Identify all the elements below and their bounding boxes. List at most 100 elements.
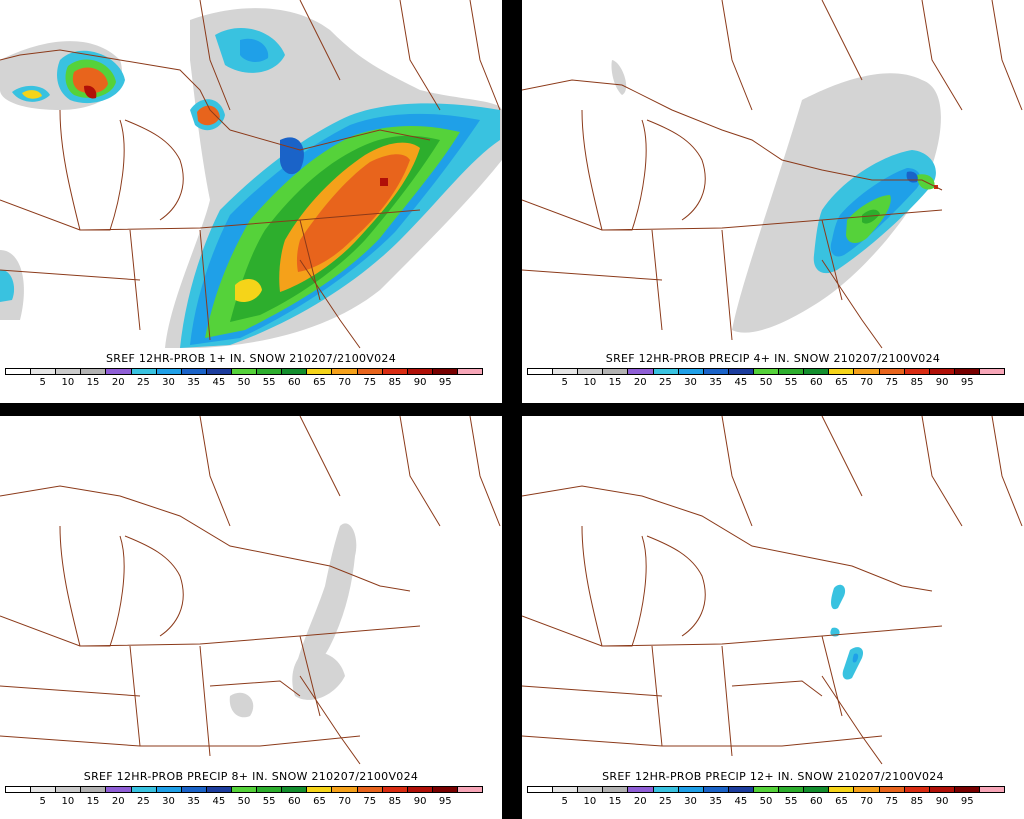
map-panel-2: SREF 12HR-PROB PRECIP 4+ IN. SNOW 210207… <box>522 0 1024 403</box>
colorbar-segment <box>779 786 805 793</box>
panel-title-2: SREF 12HR-PROB PRECIP 4+ IN. SNOW 210207… <box>605 352 941 365</box>
colorbar-segment <box>603 368 629 375</box>
colorbar-segment <box>904 786 930 793</box>
colorbar-segment <box>382 368 408 375</box>
colorbar-label: 15 <box>608 796 622 807</box>
colorbar-label: 55 <box>784 796 798 807</box>
colorbar-label: 95 <box>438 796 452 807</box>
colorbar-segment <box>106 368 132 375</box>
colorbar-label: 65 <box>313 377 326 388</box>
colorbar-label: 65 <box>835 377 848 388</box>
colorbar-segment <box>829 368 855 375</box>
colorbar-segment <box>231 368 258 375</box>
colorbar-label: 60 <box>809 796 823 807</box>
colorbar-segment <box>56 368 82 375</box>
colorbar-labels-1: 5 10 15 20 25 30 35 45 50 55 60 65 70 75 85 90 95 <box>5 377 483 389</box>
colorbar-segment <box>307 368 333 375</box>
colorbar-label: 70 <box>860 377 873 388</box>
colorbar-segment <box>829 786 855 793</box>
colorbar-label: 45 <box>212 377 226 388</box>
colorbar-segment <box>653 786 679 793</box>
colorbar-label: 90 <box>413 377 427 388</box>
colorbar-label: 50 <box>759 377 773 388</box>
colorbar-label: 55 <box>262 377 276 388</box>
colorbar-segment <box>678 368 704 375</box>
colorbar-label: 60 <box>287 377 301 388</box>
colorbar-3 <box>5 786 484 793</box>
colorbar-segment <box>904 368 930 375</box>
colorbar-label: 90 <box>935 796 949 807</box>
colorbar-segment <box>603 786 629 793</box>
colorbar-label: 30 <box>684 796 697 807</box>
colorbar-label: 90 <box>935 377 949 388</box>
colorbar-segment <box>553 786 579 793</box>
panel-title-1: SREF 12HR-PROB 1+ IN. SNOW 210207/2100V0… <box>105 352 397 365</box>
colorbar-label: 75 <box>363 796 377 807</box>
colorbar-label: 85 <box>388 377 402 388</box>
colorbar-label: 35 <box>187 796 201 807</box>
colorbar-1 <box>5 368 484 375</box>
colorbar-segment <box>156 368 182 375</box>
colorbar-segment <box>854 786 880 793</box>
colorbar-label: 20 <box>633 796 647 807</box>
colorbar-label: 30 <box>684 377 697 388</box>
colorbar-label: 15 <box>86 796 100 807</box>
colorbar-label: 10 <box>583 796 597 807</box>
colorbar-segment <box>282 368 308 375</box>
colorbar-label: 10 <box>61 796 75 807</box>
colorbar-label: 75 <box>885 796 899 807</box>
colorbar-segment <box>181 786 207 793</box>
colorbar-label: 85 <box>910 377 924 388</box>
colorbar-segment <box>332 786 358 793</box>
colorbar-segment <box>779 368 805 375</box>
colorbar-segment <box>31 368 57 375</box>
colorbar-segment <box>357 786 383 793</box>
colorbar-label: 10 <box>61 377 75 388</box>
colorbar-segment <box>728 786 754 793</box>
colorbar-segment <box>31 786 57 793</box>
colorbar-label: 95 <box>960 796 974 807</box>
colorbar-label: 55 <box>784 377 798 388</box>
colorbar-segment <box>753 368 780 375</box>
colorbar-label: 70 <box>338 796 351 807</box>
colorbar-label: 95 <box>960 377 974 388</box>
colorbar-segment <box>131 368 157 375</box>
colorbar-label: 70 <box>860 796 873 807</box>
colorbar-segment <box>527 368 554 375</box>
colorbar-segment <box>527 786 554 793</box>
colorbar-label: 50 <box>237 796 251 807</box>
colorbar-segment <box>804 786 830 793</box>
colorbar-segment <box>307 786 333 793</box>
map-panel-1: SREF 12HR-PROB 1+ IN. SNOW 210207/2100V0… <box>0 0 502 403</box>
colorbar-label: 25 <box>658 377 672 388</box>
colorbar-segment <box>703 368 729 375</box>
colorbar-label: 35 <box>187 377 201 388</box>
colorbar-segment <box>81 368 107 375</box>
colorbar-label: 70 <box>338 377 351 388</box>
colorbar-labels-2: 5 10 15 20 25 30 35 45 50 55 60 65 70 75 85 90 95 <box>527 377 1005 389</box>
colorbar-segment <box>578 786 604 793</box>
colorbar-segment <box>257 368 283 375</box>
colorbar-segment <box>703 786 729 793</box>
colorbar-segment <box>753 786 780 793</box>
snow-prob-map-1 <box>0 0 502 349</box>
colorbar-label: 20 <box>111 377 125 388</box>
colorbar-label: 25 <box>136 796 150 807</box>
colorbar-segment <box>357 368 383 375</box>
colorbar-segment <box>432 786 458 793</box>
colorbar-label: 35 <box>709 377 723 388</box>
colorbar-label: 65 <box>313 796 326 807</box>
colorbar-segment <box>628 786 654 793</box>
colorbar-segment <box>954 368 980 375</box>
colorbar-label: 5 <box>561 796 568 807</box>
panel-title-4: SREF 12HR-PROB PRECIP 12+ IN. SNOW 21020… <box>602 770 944 783</box>
colorbar-label: 45 <box>734 377 748 388</box>
colorbar-segment <box>257 786 283 793</box>
colorbar-labels-3: 5 10 15 20 25 30 35 45 50 55 60 65 70 75 85 90 95 <box>5 796 483 808</box>
colorbar-segment <box>979 786 1006 793</box>
colorbar-label: 25 <box>136 377 150 388</box>
colorbar-segment <box>879 786 905 793</box>
colorbar-segment <box>131 786 157 793</box>
colorbar-label: 55 <box>262 796 276 807</box>
colorbar-label: 15 <box>86 377 100 388</box>
